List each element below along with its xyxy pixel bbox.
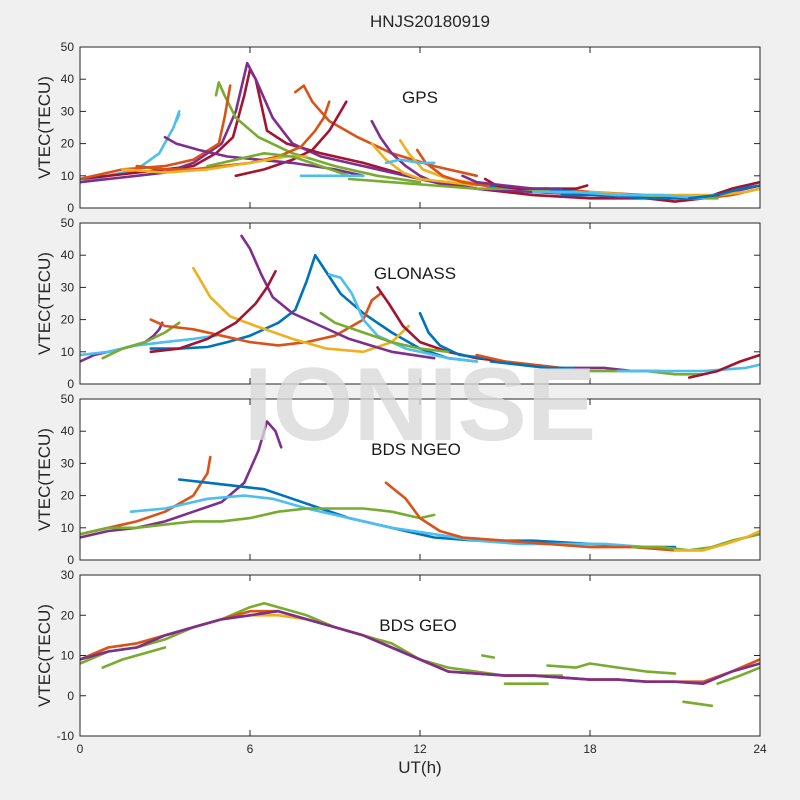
y-tick-label: 30 — [61, 104, 75, 118]
series-line-17 — [384, 158, 436, 165]
panel-gps: 0 10 20 30 40 50 VTEC(TECU) GPS — [35, 40, 761, 215]
y-tick-label: 0 — [67, 377, 74, 391]
series-group — [80, 420, 760, 552]
y-axis-label: VTEC(TECU) — [35, 428, 54, 531]
series-line-6 — [481, 654, 495, 659]
y-tick-label: 50 — [61, 40, 75, 54]
axes-background — [80, 575, 760, 736]
series-line-14 — [489, 360, 578, 370]
y-tick-label: 40 — [61, 424, 75, 438]
series-line-1 — [80, 601, 563, 677]
series-line-12 — [206, 152, 351, 178]
x-tick-label: 12 — [413, 742, 427, 756]
y-tick-label: 0 — [67, 553, 74, 567]
series-line-24 — [560, 193, 691, 200]
panel-label: GLONASS — [374, 264, 456, 283]
y-tick-label: 10 — [61, 345, 75, 359]
y-tick-label: 30 — [61, 280, 75, 294]
y-tick-label: 10 — [61, 649, 75, 663]
y-tick-label: 20 — [61, 489, 75, 503]
y-tick-label: 0 — [67, 201, 74, 215]
series-line-5 — [80, 507, 436, 536]
series-line-27 — [687, 184, 760, 200]
series-group — [80, 61, 760, 203]
y-tick-label: 30 — [61, 568, 75, 582]
y-tick-label: 10 — [61, 521, 75, 535]
series-line-26 — [532, 190, 705, 200]
y-tick-label: 30 — [61, 456, 75, 470]
x-tick-label: 0 — [77, 742, 84, 756]
panel-glonass: 0 10 20 30 40 50 VTEC(TECU) GLONASS — [35, 216, 761, 391]
series-line-2 — [80, 334, 218, 357]
y-axis-label: VTEC(TECU) — [35, 76, 54, 179]
series-line-4 — [129, 494, 677, 552]
series-line-17 — [617, 363, 760, 373]
series-line-2 — [175, 113, 181, 123]
series-line-8 — [546, 662, 677, 675]
y-axis-label: VTEC(TECU) — [35, 252, 54, 355]
watermark-text: IONISE — [244, 347, 597, 463]
x-tick-label: 6 — [247, 742, 254, 756]
series-group — [80, 234, 760, 379]
series-line-9 — [328, 273, 478, 363]
x-tick-label: 24 — [753, 742, 767, 756]
series-line-14 — [370, 142, 478, 187]
series-line-5 — [149, 292, 382, 347]
y-tick-label: 50 — [61, 392, 75, 406]
series-line-22 — [461, 174, 563, 190]
series-line-3 — [101, 321, 181, 360]
panel-label: BDS NGEO — [371, 440, 461, 459]
series-line-4 — [80, 609, 760, 685]
x-tick-label: 18 — [583, 742, 597, 756]
series-line-5 — [214, 81, 422, 184]
y-tick-label: 20 — [61, 313, 75, 327]
series-line-12 — [418, 311, 487, 360]
panel-label: GPS — [402, 88, 438, 107]
x-axis-label: UT(h) — [398, 758, 442, 777]
figure-title: HNJS20180919 — [369, 12, 491, 31]
series-line-8 — [149, 270, 277, 354]
panel-label: BDS GEO — [379, 616, 456, 635]
series-line-13 — [475, 353, 563, 370]
y-tick-label: 20 — [61, 608, 75, 622]
series-line-11 — [319, 311, 450, 354]
y-tick-label: 10 — [61, 169, 75, 183]
series-group — [80, 601, 760, 708]
y-tick-label: 50 — [61, 216, 75, 230]
y-tick-label: 40 — [61, 72, 75, 86]
y-tick-label: 20 — [61, 137, 75, 151]
series-line-4 — [149, 253, 478, 363]
series-line-8 — [673, 529, 760, 552]
series-line-5 — [101, 646, 167, 669]
series-line-10 — [716, 666, 760, 685]
panel-bds-ngeo: 0 10 20 30 40 50 VTEC(TECU) BDS NGEO — [35, 392, 761, 567]
series-line-9 — [682, 700, 714, 708]
series-line-9 — [234, 100, 348, 178]
y-axis-label: VTEC(TECU) — [35, 604, 54, 707]
series-line-18 — [687, 353, 760, 379]
y-tick-label: 40 — [61, 248, 75, 262]
y-tick-label: -10 — [57, 729, 75, 743]
y-tick-label: 0 — [67, 689, 74, 703]
series-line-7 — [240, 234, 436, 360]
